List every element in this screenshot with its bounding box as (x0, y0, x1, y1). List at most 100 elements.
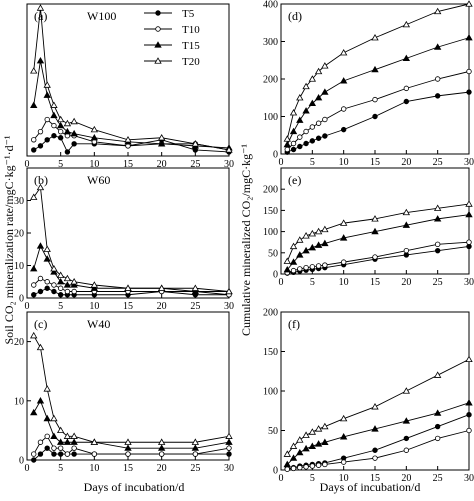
panel-a: 0 5 10 15 20 25 30 (a) W100 (25, 3, 234, 170)
data-point (434, 241, 441, 248)
data-point (403, 435, 410, 442)
data-point (51, 133, 57, 139)
data-point (309, 264, 316, 270)
x-tick-label: 25 (190, 301, 200, 312)
legend-label: T20 (182, 56, 200, 68)
data-point (31, 137, 37, 143)
series-line (33, 399, 230, 449)
data-point (57, 292, 64, 298)
data-point (371, 33, 379, 41)
data-point (289, 454, 298, 461)
data-point (56, 121, 65, 129)
data-point (402, 387, 411, 394)
data-point (339, 219, 348, 226)
data-point (322, 116, 328, 123)
data-point (466, 239, 472, 245)
data-point (191, 438, 200, 445)
data-point (36, 242, 45, 249)
data-point (308, 229, 317, 237)
data-point (192, 451, 199, 457)
data-point (51, 445, 57, 451)
data-point (403, 447, 410, 453)
data-point (314, 241, 323, 248)
data-point (37, 439, 44, 445)
data-point (309, 138, 316, 144)
data-point (63, 119, 72, 127)
series-line (286, 71, 470, 150)
data-point (322, 461, 328, 468)
data-point (296, 116, 304, 123)
data-point (51, 122, 57, 129)
data-point (283, 450, 291, 457)
legend-marker (155, 10, 161, 16)
data-point (90, 125, 99, 133)
data-point (30, 331, 38, 339)
data-point (308, 99, 317, 107)
data-point (340, 126, 347, 133)
x-tick-label: 30 (224, 301, 234, 312)
data-point (290, 140, 297, 147)
data-point (37, 143, 44, 149)
data-point (50, 432, 58, 439)
data-point (44, 433, 50, 440)
data-point (302, 246, 310, 254)
data-point (30, 67, 38, 74)
data-point (303, 464, 309, 470)
y-tick-label: 0 (19, 456, 24, 467)
data-point (125, 451, 131, 457)
data-point (43, 91, 51, 98)
data-point (290, 267, 297, 274)
data-point (36, 343, 45, 351)
data-point (289, 108, 298, 116)
data-point (70, 281, 78, 288)
data-point (371, 402, 379, 410)
data-point (31, 282, 37, 288)
series-line (287, 414, 470, 469)
data-point (315, 120, 322, 126)
series-T15 (283, 33, 473, 148)
x-tick-label: 15 (123, 159, 133, 170)
x-tick-label: 15 (370, 473, 380, 484)
x-tick-label: 0 (279, 473, 284, 484)
data-point (314, 93, 323, 101)
data-point (157, 133, 166, 141)
data-point (297, 143, 303, 150)
series-T20 (283, 0, 473, 142)
data-point (465, 200, 473, 207)
y-tick-label: 10 (14, 261, 24, 272)
data-point (51, 282, 57, 288)
data-point (90, 438, 99, 445)
data-point (31, 147, 37, 153)
data-point (90, 133, 99, 141)
data-point (433, 43, 442, 50)
y-tick-label: 300 (263, 37, 278, 48)
data-point (30, 264, 38, 272)
data-point (371, 65, 379, 73)
panel-title: W40 (87, 317, 110, 331)
x-tick-label: 25 (190, 463, 200, 474)
x-tick-label: 0 (279, 277, 284, 288)
x-tick-label: 15 (123, 463, 133, 474)
series-T10 (31, 116, 232, 153)
data-point (433, 204, 442, 211)
data-point (283, 460, 291, 468)
panel-b: 0 5 10 15 20 25 30 0 10 20 30 (b) W60 (14, 167, 234, 312)
y-tick-label: 150 (263, 206, 278, 217)
data-point (283, 135, 291, 142)
y-tick-label: 100 (263, 227, 278, 238)
data-point (371, 227, 379, 235)
series-T20 (30, 183, 233, 295)
series-line (33, 118, 230, 151)
series-T20 (30, 331, 233, 445)
data-point (50, 414, 58, 422)
data-point (157, 284, 166, 291)
data-point (225, 287, 233, 295)
data-point (296, 436, 304, 443)
data-point (225, 146, 233, 153)
series-T20 (283, 355, 473, 457)
data-point (296, 93, 304, 101)
data-point (289, 258, 298, 265)
data-point (339, 234, 348, 241)
